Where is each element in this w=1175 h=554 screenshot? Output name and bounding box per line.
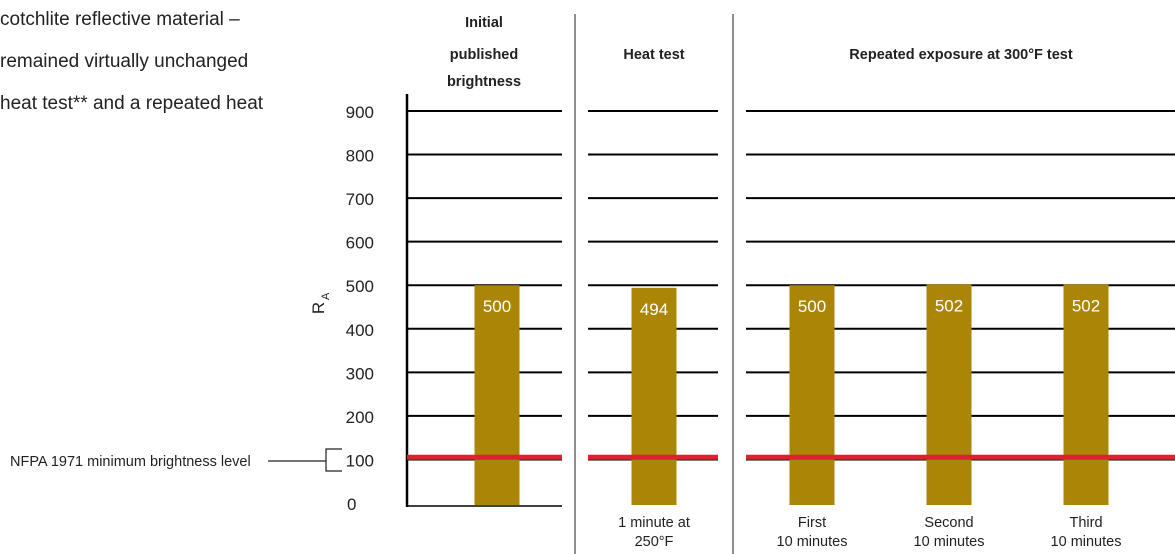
y-tick-label-500: 500 — [346, 277, 374, 296]
y-axis-label-main: R — [309, 302, 328, 314]
bar-3-2 — [926, 284, 972, 505]
bar-category-label-3-1-2: 10 minutes — [777, 534, 848, 550]
bar-value-label-2-1: 494 — [640, 300, 668, 319]
bar-category-label-3-3-2: 10 minutes — [1051, 534, 1122, 550]
bar-category-label-3-1-1: First — [798, 515, 826, 531]
bar-category-label-3-3-1: Third — [1069, 515, 1102, 531]
y-axis-label: RA — [309, 292, 332, 314]
y-tick-label-300: 300 — [346, 364, 374, 383]
nfpa-bracket — [325, 448, 342, 472]
bar-value-label-3-2: 502 — [935, 296, 963, 315]
y-axis-label-subscript: A — [320, 292, 332, 300]
intro-line-1: cotchlite reflective material – — [0, 9, 240, 30]
bar-1-1 — [474, 285, 520, 505]
y-tick-label-800: 800 — [346, 147, 374, 166]
bar-3-1 — [789, 285, 835, 505]
bar-category-label-3-2-1: Second — [924, 515, 973, 531]
bar-value-label-3-3: 502 — [1072, 296, 1100, 315]
bar-2-1 — [631, 287, 677, 505]
y-tick-label-600: 600 — [346, 234, 374, 253]
y-tick-label-900: 900 — [346, 103, 374, 122]
y-tick-label-100: 100 — [346, 451, 374, 470]
y-tick-label-400: 400 — [346, 321, 374, 340]
intro-line-2: remained virtually unchanged — [0, 51, 249, 72]
panel-title-1-line-1: Initial — [465, 15, 503, 31]
bar-value-label-3-1: 500 — [798, 297, 826, 316]
y-tick-label-0: 0 — [347, 495, 356, 514]
intro-line-3: heat test** and a repeated heat — [0, 93, 264, 114]
bar-category-label-2-1-2: 250°F — [635, 534, 674, 550]
y-tick-label-200: 200 — [346, 408, 374, 427]
panel-title-2-line-1: Heat test — [623, 47, 684, 63]
panel-title-1-line-3: brightness — [447, 74, 521, 90]
bar-3-3 — [1063, 284, 1109, 505]
intro-text: cotchlite reflective material – remained… — [0, 0, 320, 150]
panel-title-1-line-2: published — [450, 47, 518, 63]
bar-category-label-2-1-1: 1 minute at — [618, 515, 690, 531]
panel-title-3-line-1: Repeated exposure at 300°F test — [849, 47, 1073, 63]
bar-category-label-3-2-2: 10 minutes — [914, 534, 985, 550]
nfpa-annotation-label: NFPA 1971 minimum brightness level — [10, 454, 251, 470]
bar-value-label-1-1: 500 — [483, 297, 511, 316]
y-tick-label-700: 700 — [346, 190, 374, 209]
